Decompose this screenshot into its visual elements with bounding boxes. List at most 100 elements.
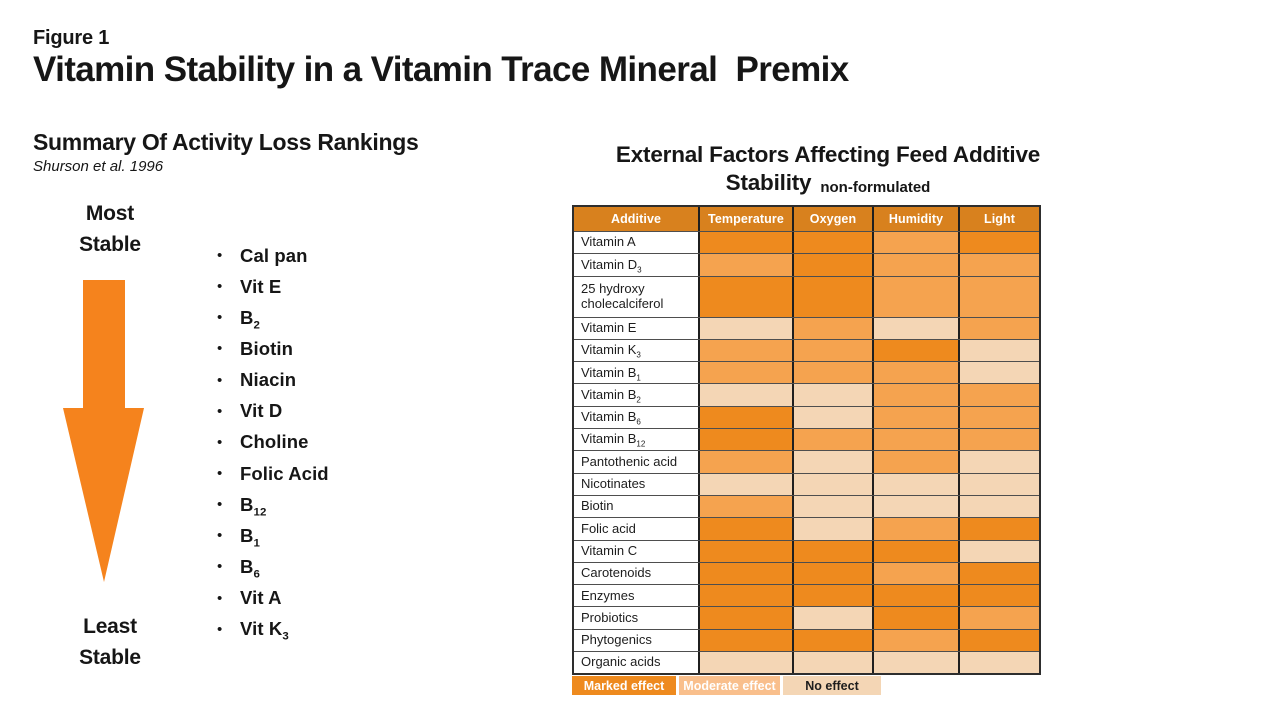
bullet-icon: • [217, 433, 223, 451]
effect-cell-moderate [874, 406, 960, 429]
additive-label-text: Vitamin E [581, 319, 637, 335]
table-row: Probiotics [574, 606, 1039, 629]
effect-cell-moderate [700, 254, 794, 276]
additive-label: Vitamin C [574, 540, 700, 562]
ranking-item: • Vit K3 [213, 614, 329, 645]
effect-cell-moderate [794, 317, 874, 339]
ranking-item: • B1 [213, 520, 329, 551]
bullet-icon: • [217, 402, 223, 420]
effect-cell-marked [960, 518, 1039, 540]
additive-label: Vitamin B1 [574, 362, 700, 384]
effect-cell-moderate [960, 276, 1039, 317]
bullet-icon: • [217, 496, 223, 514]
table-row: Vitamin B2 [574, 383, 1039, 406]
column-header-temperature: Temperature [700, 207, 794, 231]
additive-label-text: 25 hydroxy cholecalciferol [581, 281, 664, 311]
effect-cell-marked [960, 585, 1039, 607]
effect-cell-marked [700, 232, 794, 254]
effect-cell-none [700, 473, 794, 495]
ranking-item-label: B2 [240, 306, 260, 332]
additive-label: Vitamin K3 [574, 339, 700, 362]
legend-marked: Marked effect [572, 676, 676, 695]
column-header-additive: Additive [574, 207, 700, 231]
ranking-item-label: Niacin [240, 369, 297, 391]
effect-cell-none [794, 406, 874, 429]
figure-title: Vitamin Stability in a Vitamin Trace Min… [33, 50, 849, 89]
column-header-light: Light [960, 207, 1039, 231]
effect-cell-moderate [700, 339, 794, 362]
effect-cell-moderate [794, 339, 874, 362]
legend-legend_moderate: Moderate effect [679, 676, 780, 695]
table-row: Vitamin C [574, 539, 1039, 562]
additive-label-text: Nicotinates [581, 476, 646, 492]
additive-label: Probiotics [574, 607, 700, 629]
ranking-item-label: Vit K3 [240, 618, 289, 643]
effect-cell-marked [700, 585, 794, 607]
ranking-item-label: Vit A [240, 587, 282, 609]
table-row: Pantothenic acid [574, 450, 1039, 473]
effect-cell-marked [874, 585, 960, 607]
additive-label-text: Vitamin A [581, 234, 636, 250]
effect-cell-moderate [960, 254, 1039, 276]
ranking-item-label: B12 [240, 493, 267, 519]
table-row: Phytogenics [574, 628, 1039, 652]
effect-cell-none [960, 339, 1039, 362]
ranking-item: • Vit E [213, 271, 329, 302]
effect-cell-marked [960, 232, 1039, 254]
effect-cell-moderate [960, 607, 1039, 629]
ranking-item: • Cal pan [213, 240, 329, 271]
additive-label: Organic acids [574, 652, 700, 674]
effect-cell-none [874, 652, 960, 674]
ranking-item: • Niacin [213, 365, 329, 396]
additive-label-text: Vitamin B1 [581, 364, 641, 383]
left-panel-heading: Summary Of Activity Loss Rankings [33, 129, 419, 155]
bullet-icon: • [217, 589, 223, 607]
effect-cell-marked [874, 339, 960, 362]
figure-label: Figure 1 [33, 27, 110, 49]
bullet-icon: • [217, 247, 223, 265]
additive-label-text: Vitamin D3 [581, 256, 642, 275]
ranking-item-label: Folic Acid [240, 462, 329, 484]
effect-cell-moderate [874, 254, 960, 276]
effect-cell-moderate [700, 451, 794, 473]
ranking-item-label: Choline [240, 431, 309, 453]
effect-cell-marked [700, 629, 794, 652]
ranking-item: • Folic Acid [213, 458, 329, 489]
table-title-line1: External Factors Affecting Feed Additive [615, 142, 1041, 167]
additive-label: Vitamin A [574, 232, 700, 254]
bullet-icon: • [217, 558, 223, 576]
effect-cell-none [794, 473, 874, 495]
effect-cell-none [960, 540, 1039, 562]
effect-cell-marked [700, 540, 794, 562]
effect-cell-marked [794, 585, 874, 607]
effect-cell-moderate [874, 384, 960, 406]
additive-label-text: Carotenoids [581, 565, 652, 581]
additive-label: Folic acid [574, 518, 700, 540]
table-header-row: Additive Temperature Oxygen Humidity Light [574, 207, 1039, 231]
table-row: 25 hydroxy cholecalciferol [574, 275, 1039, 317]
legend-none: No effect [783, 676, 881, 695]
effect-cell-marked [794, 540, 874, 562]
effect-cell-moderate [874, 629, 960, 652]
effect-cell-marked [794, 232, 874, 254]
ranking-item: • Choline [213, 427, 329, 458]
effect-cell-moderate [700, 362, 794, 384]
bullet-icon: • [217, 620, 223, 638]
additive-label: Enzymes [574, 585, 700, 607]
activity-loss-ranking-list: • Cal pan • Vit E • B2 • Biotin • Niacin • Vit D • Ch… [213, 240, 329, 645]
effect-cell-marked [960, 629, 1039, 652]
ranking-item: • Vit A [213, 583, 329, 614]
effect-cell-moderate [874, 429, 960, 451]
effect-cell-none [874, 495, 960, 518]
effect-cell-moderate [700, 495, 794, 518]
additive-label-text: Vitamin C [581, 542, 638, 558]
effect-cell-moderate [874, 362, 960, 384]
table-row: Vitamin B6 [574, 405, 1039, 429]
effect-cell-moderate [960, 406, 1039, 429]
bullet-icon: • [217, 340, 223, 358]
table-row: Vitamin E [574, 316, 1039, 339]
effect-cell-moderate [874, 451, 960, 473]
additive-label: Biotin [574, 495, 700, 518]
bullet-icon: • [217, 309, 223, 327]
effect-cell-moderate [874, 276, 960, 317]
